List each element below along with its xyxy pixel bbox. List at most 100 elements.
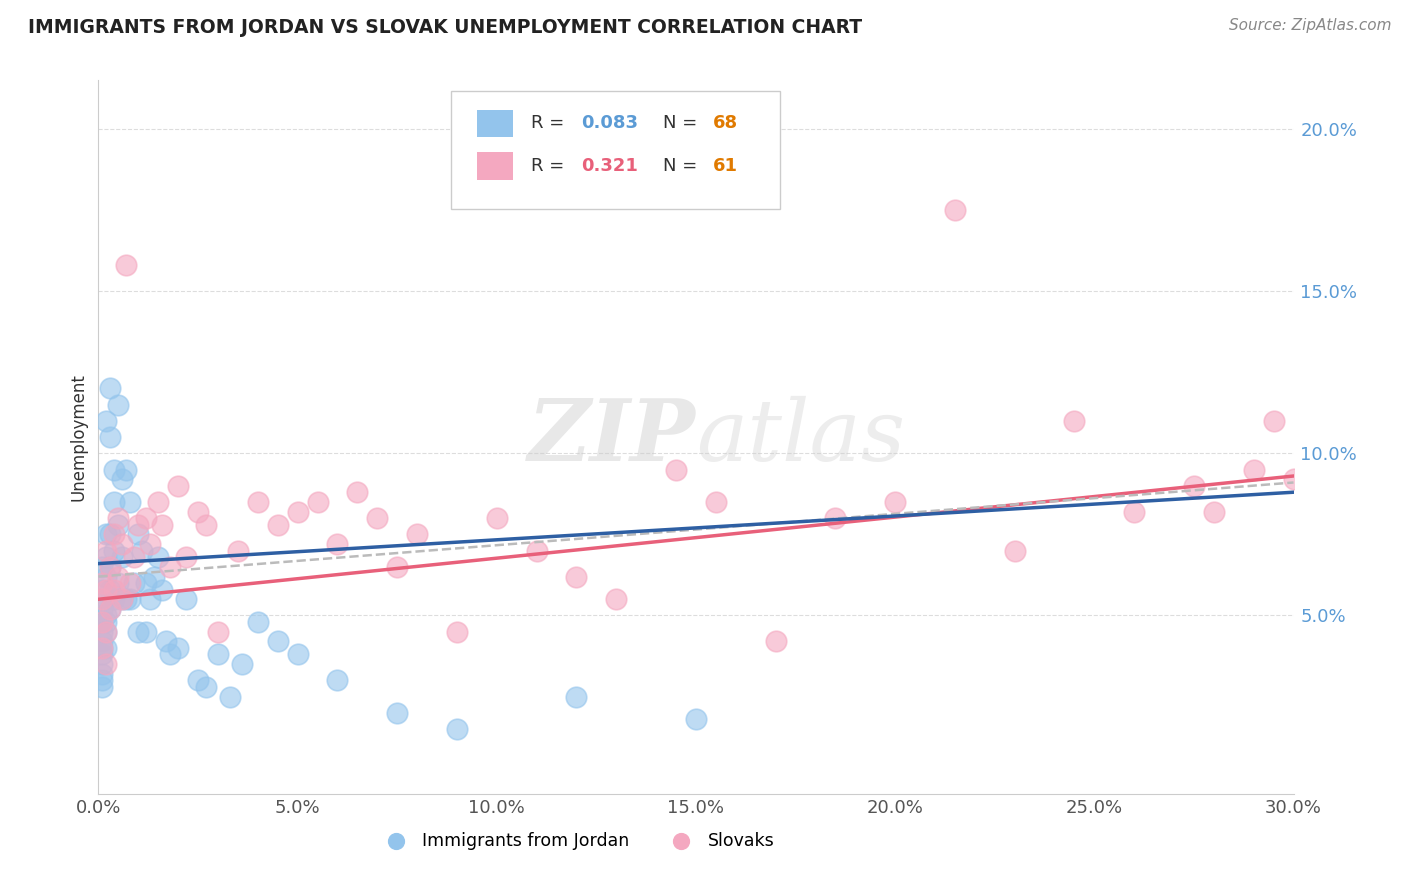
Point	[150, 582, 173, 597]
Point	[111, 550, 134, 565]
Point	[98, 527, 122, 541]
Point	[135, 576, 157, 591]
Point	[91, 640, 114, 655]
Point	[103, 462, 125, 476]
Point	[1063, 414, 1085, 428]
Point	[91, 624, 114, 639]
Point	[150, 517, 173, 532]
Point	[96, 527, 118, 541]
Point	[91, 592, 114, 607]
Point	[159, 648, 181, 662]
Point	[526, 543, 548, 558]
Point	[98, 602, 122, 616]
Text: IMMIGRANTS FROM JORDAN VS SLOVAK UNEMPLOYMENT CORRELATION CHART: IMMIGRANTS FROM JORDAN VS SLOVAK UNEMPLO…	[28, 18, 862, 37]
Text: 61: 61	[713, 157, 738, 175]
Point	[103, 582, 125, 597]
Point	[127, 527, 149, 541]
Point	[385, 559, 409, 574]
Point	[148, 550, 170, 565]
Point	[139, 592, 162, 607]
Point	[96, 592, 118, 607]
Point	[98, 381, 122, 395]
Point	[96, 414, 118, 428]
Point	[366, 511, 388, 525]
Point	[91, 673, 114, 688]
Text: 68: 68	[713, 114, 738, 132]
Point	[131, 543, 153, 558]
Point	[91, 576, 114, 591]
Point	[111, 592, 134, 607]
Point	[385, 706, 409, 720]
Point	[1182, 479, 1205, 493]
Point	[91, 615, 114, 629]
Point	[1123, 505, 1146, 519]
Point	[187, 673, 209, 688]
Point	[167, 479, 190, 493]
Point	[91, 648, 114, 662]
Point	[120, 576, 142, 591]
Point	[287, 505, 309, 519]
Point	[174, 592, 197, 607]
Point	[267, 634, 290, 648]
Point	[91, 657, 114, 672]
Point	[103, 543, 125, 558]
Point	[1243, 462, 1265, 476]
Point	[96, 624, 118, 639]
Point	[91, 582, 114, 597]
Point	[91, 615, 114, 629]
Point	[187, 505, 209, 519]
Point	[91, 680, 114, 694]
Point	[824, 511, 846, 525]
Point	[107, 517, 129, 532]
Point	[207, 624, 229, 639]
Point	[704, 495, 727, 509]
Point	[91, 666, 114, 681]
Point	[96, 550, 118, 565]
Point	[765, 634, 787, 648]
Point	[219, 690, 242, 704]
Point	[96, 615, 118, 629]
Point	[103, 527, 125, 541]
Point	[159, 559, 181, 574]
Point	[884, 495, 907, 509]
Point	[96, 608, 118, 623]
Point	[143, 569, 166, 583]
Text: R =: R =	[531, 157, 569, 175]
Point	[307, 495, 329, 509]
Text: N =: N =	[662, 157, 703, 175]
Point	[943, 202, 966, 217]
Point	[115, 592, 138, 607]
Point	[115, 462, 138, 476]
Text: ZIP: ZIP	[529, 395, 696, 479]
Point	[1282, 472, 1305, 486]
Point	[246, 615, 269, 629]
Point	[91, 634, 114, 648]
Text: atlas: atlas	[696, 396, 905, 478]
Point	[98, 559, 122, 574]
Point	[326, 537, 349, 551]
Point	[111, 592, 134, 607]
Point	[127, 517, 149, 532]
Point	[446, 722, 468, 736]
Text: N =: N =	[662, 114, 703, 132]
Point	[91, 559, 114, 574]
Point	[406, 527, 429, 541]
Point	[246, 495, 269, 509]
Point	[107, 511, 129, 525]
Point	[226, 543, 249, 558]
Point	[565, 690, 588, 704]
Point	[167, 640, 190, 655]
Point	[326, 673, 349, 688]
Y-axis label: Unemployment: Unemployment	[69, 373, 87, 501]
Point	[446, 624, 468, 639]
Point	[1202, 505, 1225, 519]
Point	[195, 680, 218, 694]
Point	[111, 537, 134, 551]
Text: R =: R =	[531, 114, 569, 132]
Point	[685, 712, 707, 726]
Point	[91, 640, 114, 655]
Point	[267, 517, 290, 532]
Point	[124, 550, 146, 565]
Point	[107, 569, 129, 583]
Point	[1263, 414, 1285, 428]
